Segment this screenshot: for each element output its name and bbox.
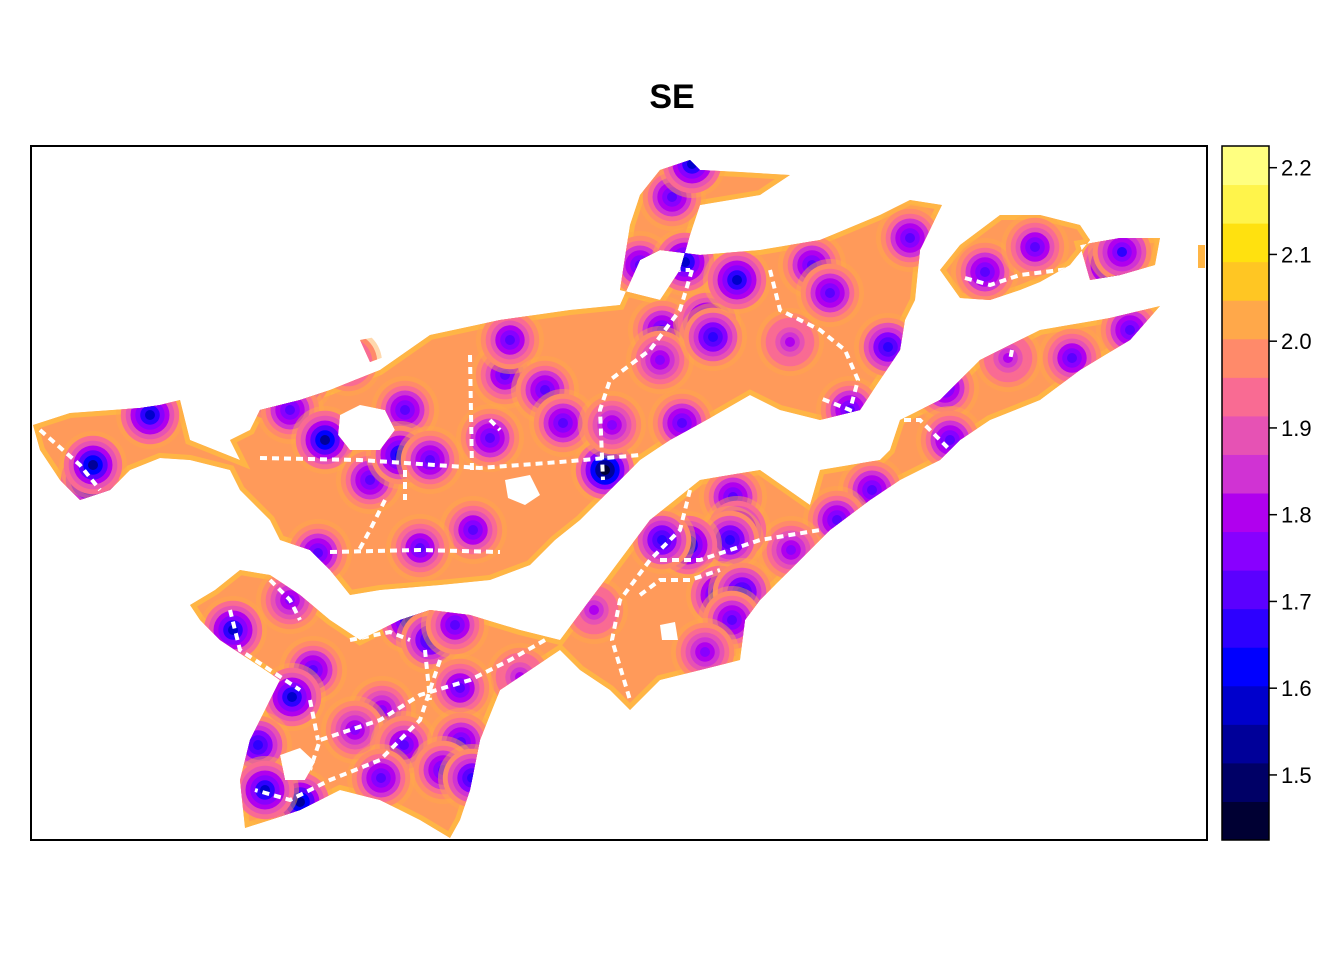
legend-tick-label-1: 1.6 <box>1281 676 1312 701</box>
road-line-10 <box>964 266 1081 288</box>
low-se-spot-25 <box>658 160 726 198</box>
legend-swatch-4 <box>1222 647 1269 687</box>
legend-tick-label-6: 2.1 <box>1281 242 1312 267</box>
legend-tick-label-3: 1.8 <box>1281 503 1312 528</box>
low-se-spot-2 <box>116 381 184 449</box>
low-se-spot-61 <box>284 519 352 587</box>
low-se-spot-19 <box>648 389 716 457</box>
road-line-18 <box>254 659 442 803</box>
legend-swatch-17 <box>1222 146 1269 186</box>
low-se-spot-27 <box>679 303 747 371</box>
low-se-spot-56 <box>671 618 739 686</box>
road-line-19 <box>308 638 546 771</box>
road-line-13 <box>609 489 692 701</box>
legend-swatch-11 <box>1222 377 1269 417</box>
road-line-14 <box>660 528 821 562</box>
road-line-1 <box>259 453 641 471</box>
road-line-20 <box>308 699 320 741</box>
interpolated-surface <box>33 160 1205 838</box>
legend-swatch-0 <box>1222 801 1269 841</box>
low-se-spot-14 <box>476 306 544 374</box>
legend-swatch-2 <box>1222 724 1269 764</box>
low-se-spot-31 <box>796 259 864 327</box>
land-region-5 <box>1193 240 1205 273</box>
color-legend: 1.5 1.6 1.7 1.8 1.9 2.0 2.1 2.2 <box>1221 145 1312 841</box>
low-se-spot-28 <box>703 246 771 314</box>
low-se-spot-43 <box>974 324 1042 392</box>
legend-swatch-15 <box>1222 223 1269 263</box>
low-se-spot-11 <box>396 426 464 494</box>
legend-swatch-16 <box>1222 184 1269 224</box>
legend-tick-label-5: 2.0 <box>1281 329 1312 354</box>
legend-frame <box>1221 145 1270 841</box>
legend-swatch-9 <box>1222 454 1269 494</box>
low-se-spot-52 <box>628 506 696 574</box>
low-se-spot-76 <box>347 744 415 812</box>
low-se-spot-37 <box>916 406 984 474</box>
low-se-spot-12 <box>456 404 524 472</box>
legend-tick-label-2: 1.7 <box>1281 589 1312 614</box>
low-se-spot-50 <box>696 506 764 574</box>
land-region-2 <box>182 297 1175 838</box>
legend-tick-label-0: 1.5 <box>1281 763 1312 788</box>
legend-swatch-8 <box>1222 493 1269 533</box>
low-se-spot-71 <box>321 696 389 764</box>
road-line-11 <box>1008 349 1014 361</box>
low-se-spot-80 <box>231 756 299 824</box>
low-se-spot-75 <box>438 744 506 812</box>
low-se-spot-68 <box>421 591 489 659</box>
low-se-spot-32 <box>876 204 944 272</box>
low-se-spot-44 <box>1038 324 1106 392</box>
plot-frame <box>30 145 1208 841</box>
road-line-5 <box>329 547 501 554</box>
legend-swatch-13 <box>1222 300 1269 340</box>
legend-tick-label-7: 2.2 <box>1281 156 1312 181</box>
road-line-17 <box>268 578 302 621</box>
low-se-spot-7 <box>314 328 382 396</box>
road-line-9 <box>768 269 861 413</box>
low-se-spot-1 <box>59 431 127 499</box>
low-se-spot-60 <box>386 514 454 582</box>
legend-swatch-6 <box>1222 570 1269 610</box>
legend-swatch-3 <box>1222 685 1269 725</box>
legend-swatch-1 <box>1222 762 1269 802</box>
road-line-7 <box>639 268 690 282</box>
road-line-0 <box>38 428 102 492</box>
legend-tick-label-4: 1.9 <box>1281 416 1312 441</box>
road-line-6 <box>488 418 502 432</box>
low-se-spot-42 <box>1096 296 1164 364</box>
legend-swatch-5 <box>1222 608 1269 648</box>
low-se-spot-33 <box>854 313 922 381</box>
legend-swatch-10 <box>1222 415 1269 455</box>
low-se-spot-41 <box>1088 218 1156 286</box>
road-line-4 <box>356 499 387 553</box>
low-se-spot-21 <box>626 326 694 394</box>
legend-swatch-7 <box>1222 531 1269 571</box>
road-line-8 <box>597 269 694 481</box>
road-line-21 <box>423 649 432 701</box>
legend-swatch-12 <box>1222 338 1269 378</box>
road-line-12 <box>880 418 952 452</box>
low-se-spot-59 <box>439 496 507 564</box>
low-se-spot-57 <box>560 576 628 644</box>
chart-title: SE <box>649 78 695 116</box>
low-se-spot-18 <box>578 391 646 459</box>
road-line-15 <box>638 568 721 597</box>
low-se-spot-38 <box>951 238 1019 306</box>
low-se-spot-16 <box>529 389 597 457</box>
legend-swatch-14 <box>1222 261 1269 301</box>
low-se-spot-39 <box>1001 213 1069 281</box>
